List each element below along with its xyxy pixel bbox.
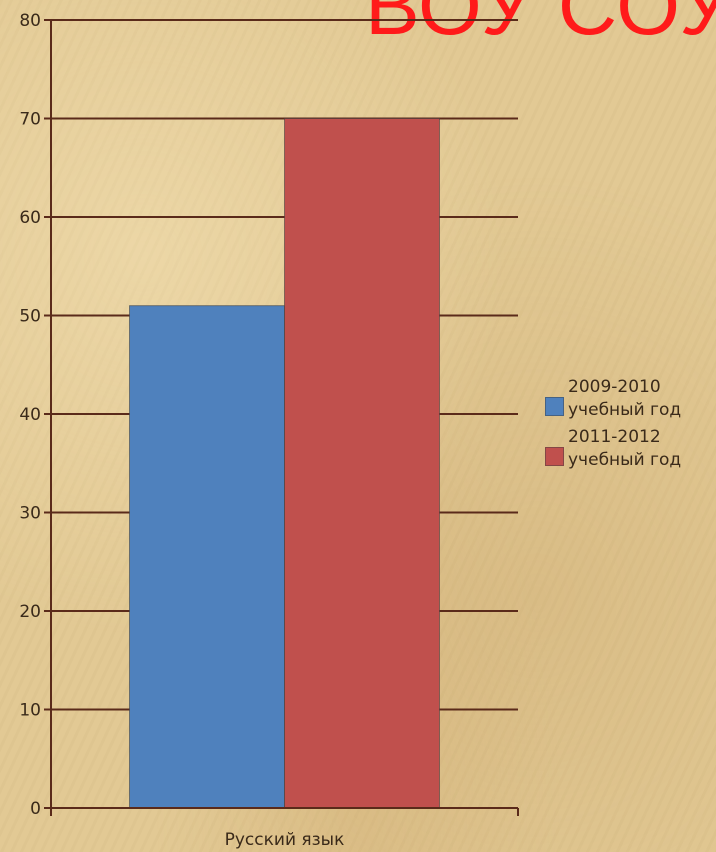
- bar-series-2-cat-1: [284, 118, 440, 809]
- chart-legend: 2009-2010 учебный год 2011-2012 учебный …: [545, 376, 716, 476]
- y-tick-label-70: 70: [19, 110, 41, 130]
- y-tick-label-40: 40: [19, 405, 41, 425]
- legend-label-series-1: 2009-2010 учебный год: [568, 377, 682, 420]
- bar-series-1-cat-1: [129, 305, 285, 809]
- y-tick-label-10: 10: [19, 701, 41, 721]
- slide-title-fragment: ВОУ СОУ: [365, 0, 716, 52]
- y-tick-label-30: 30: [19, 504, 41, 524]
- legend-swatch-series-2: [545, 447, 564, 466]
- y-tick-label-0: 0: [30, 799, 41, 819]
- legend-item-series-1: 2009-2010 учебный год: [545, 376, 716, 422]
- y-tick-label-20: 20: [19, 602, 41, 622]
- y-tick-label-50: 50: [19, 307, 41, 327]
- legend-item-series-2: 2011-2012 учебный год: [545, 426, 716, 472]
- y-tick-label-60: 60: [19, 208, 41, 228]
- legend-swatch-series-1: [545, 397, 564, 416]
- legend-label-series-2: 2011-2012 учебный год: [568, 427, 682, 470]
- x-tick-label-1: Русский язык: [225, 830, 345, 850]
- y-tick-label-80: 80: [19, 11, 41, 31]
